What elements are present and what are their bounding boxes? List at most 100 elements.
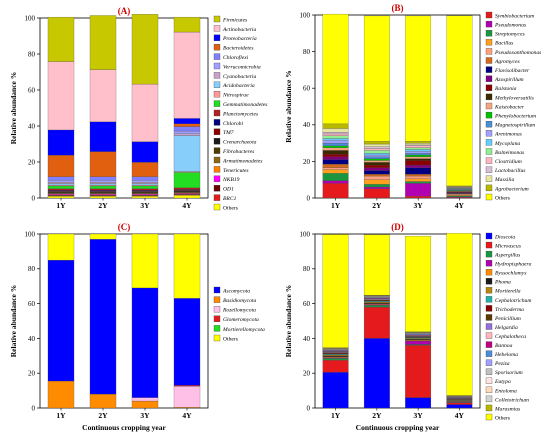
bar-segment: [89, 239, 117, 395]
bar-segment: [322, 180, 349, 184]
y-tick-label: 0: [307, 194, 311, 202]
bar-segment: [363, 170, 390, 175]
legend-label: Gemmatimonadetes: [223, 102, 267, 108]
y-tick-label: 100: [300, 11, 311, 19]
bar-segment: [363, 338, 390, 409]
bar-segment: [363, 158, 390, 161]
legend-swatch: [213, 34, 221, 41]
legend-swatch: [485, 111, 493, 119]
legend-label: Flavisolibacter: [494, 68, 530, 74]
legend-label: Methyloversatilis: [494, 95, 534, 101]
bar-segment: [322, 356, 349, 358]
bar-segment: [89, 233, 117, 240]
bar-segment: [173, 118, 201, 124]
bar-segment: [322, 142, 349, 146]
legend-swatch: [485, 232, 493, 240]
bar-segment: [405, 144, 432, 146]
y-tick-label: 60: [28, 86, 36, 94]
y-tick-label: 60: [303, 85, 311, 93]
y-tick-label: 100: [300, 230, 311, 238]
panel-title: (D): [391, 222, 404, 232]
legend-label: Marasmius: [494, 406, 520, 412]
legend-label: Byssochlamys: [495, 271, 526, 277]
legend-label: Streptomyces: [495, 32, 525, 38]
bar-segment: [47, 183, 75, 186]
bar-segment: [363, 184, 390, 188]
legend-label: Kaistobacter: [494, 104, 525, 110]
bar-segment: [322, 357, 349, 359]
legend-label: Cyanobacteria: [223, 74, 256, 80]
legend-swatch: [213, 62, 221, 70]
legend-swatch: [213, 25, 221, 32]
bar-segment: [173, 386, 201, 408]
legend-swatch: [213, 175, 221, 182]
legend-label: Firmicutes: [222, 17, 247, 23]
bar-segment: [47, 180, 75, 183]
legend-label: Bacteroidetes: [223, 46, 254, 52]
legend-label: Pseudoxanthomonas: [494, 50, 541, 56]
bar-segment: [131, 176, 159, 181]
legend-swatch: [485, 350, 493, 357]
legend-label: Rozellomycota: [222, 308, 256, 314]
bar-segment: [322, 138, 349, 141]
bar-segment: [47, 184, 75, 187]
legend-label: Acidobacteria: [222, 83, 255, 89]
x-tick-label: 2Y: [98, 201, 108, 210]
bar-segment: [322, 183, 349, 199]
bar-segment: [173, 31, 201, 119]
bar-segment: [89, 393, 117, 409]
legend-label: Others: [495, 415, 510, 421]
panel-c: (C) 0 20 40 60 80 100 Relative abundance % 1Y 2Y 3…: [9, 222, 265, 432]
bar-segment: [322, 164, 349, 168]
bar-segment: [363, 304, 390, 306]
bar-segment: [405, 142, 432, 146]
bar-segment: [89, 185, 117, 189]
bar-segment: [322, 145, 349, 148]
bar-segment: [131, 192, 159, 194]
legend-swatch: [485, 404, 493, 412]
legend-label: Balneimonas: [495, 150, 524, 156]
bar-segment: [322, 353, 349, 356]
x-tick-label: 1Y: [56, 201, 66, 210]
y-tick-label: 80: [303, 48, 311, 56]
bar-segment: [322, 150, 349, 155]
legend-swatch: [485, 30, 493, 37]
x-tick-label: 3Y: [140, 411, 150, 420]
y-tick-label: 0: [32, 404, 36, 412]
legend-swatch: [213, 296, 221, 303]
bar-segment: [405, 175, 432, 179]
bar-segment: [131, 162, 159, 177]
bar-segment: [363, 301, 390, 303]
bar-segment: [89, 151, 117, 177]
legend-swatch: [213, 147, 221, 154]
x-tick-label: 3Y: [414, 201, 424, 210]
bar-segment: [47, 129, 75, 156]
legend-label: Clostridium: [495, 159, 522, 165]
legend-swatch: [485, 341, 493, 348]
plot-frame: [314, 233, 481, 409]
legend-swatch: [213, 109, 221, 117]
bar-segment: [446, 233, 473, 396]
legend-swatch: [213, 138, 221, 145]
legend-swatch: [213, 286, 221, 294]
legend-label: Hebeloma: [494, 352, 518, 358]
legend-label: Bannoa: [495, 343, 513, 349]
bar-segment: [363, 153, 390, 156]
legend-swatch: [485, 11, 493, 19]
bar-segment: [131, 141, 159, 163]
panel-title: (C): [118, 222, 131, 232]
bar-segment: [363, 162, 390, 166]
legend-swatch: [485, 57, 493, 64]
legend-label: Trichoderma: [495, 307, 524, 313]
bar-segment: [405, 164, 432, 168]
legend-label: Cephalotheca: [495, 334, 526, 340]
bar-segment: [363, 154, 390, 157]
legend-label: Phenylobacterium: [494, 114, 536, 120]
y-axis-title: Relative abundance %: [284, 285, 293, 358]
legend-swatch: [485, 175, 493, 182]
bar-segment: [363, 141, 390, 145]
legend-label: Pseudomonas: [494, 23, 526, 29]
bar-segment: [173, 133, 201, 136]
legend-label: Ascomycota: [222, 288, 250, 294]
bar-segment: [131, 196, 159, 199]
